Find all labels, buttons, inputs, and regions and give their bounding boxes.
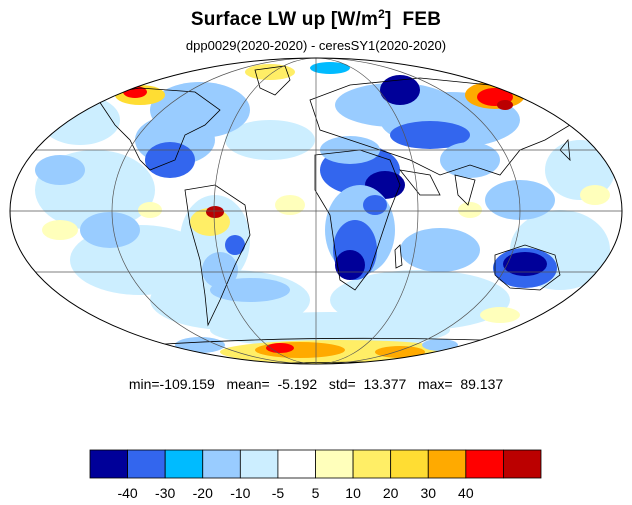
colorbar-label: -20: [193, 485, 213, 501]
map-subtitle: dpp0029(2020-2020) - ceresSY1(2020-2020): [185, 38, 447, 53]
graticule: [10, 58, 622, 364]
colorbar-label: -5: [272, 485, 285, 501]
colorbar-box: [465, 449, 504, 479]
colorbar-labels: -40 -30 -20 -10 -5 5 10 20 30 40: [117, 485, 473, 501]
colorbar-box: [390, 449, 429, 479]
colorbar-box: [239, 449, 279, 479]
colorbar-label: -30: [155, 485, 175, 501]
map-title: Surface LW up [W/m2] FEB: [0, 8, 632, 32]
field-layer: [10, 58, 622, 364]
colorbar-box: [164, 449, 204, 479]
colorbar-boxes: [89, 449, 542, 479]
ocean-warm-spots: [42, 185, 610, 323]
colorbar-label: 40: [458, 485, 474, 501]
colorbar-label: -10: [230, 485, 250, 501]
colorbar-box: [277, 449, 316, 479]
australia-field: [493, 248, 557, 288]
colorbar-label: 10: [345, 485, 361, 501]
colorbar-box: [427, 449, 467, 479]
title-main: Surface LW up [W/m: [190, 9, 379, 30]
title-superscript: 2: [378, 7, 386, 21]
colorbar-box: [352, 449, 392, 479]
colorbar-box: [503, 449, 542, 479]
colorbar-box: [202, 449, 241, 479]
title-close: ]: [385, 9, 392, 30]
colorbar-box: [127, 449, 166, 479]
colorbar-label: 20: [383, 485, 399, 501]
statistics-line: min=-109.159 mean= -5.192 std= 13.377 ma…: [128, 376, 504, 392]
colorbar-box: [89, 449, 128, 479]
africa-field: [325, 185, 395, 280]
title-month: FEB: [402, 9, 442, 30]
colorbar-box: [315, 449, 354, 479]
colorbar-label: 30: [420, 485, 436, 501]
globe-border: [9, 57, 623, 365]
colorbar-label: 5: [312, 485, 320, 501]
south-america-field: [180, 195, 250, 288]
colorbar-label: -40: [117, 485, 137, 501]
